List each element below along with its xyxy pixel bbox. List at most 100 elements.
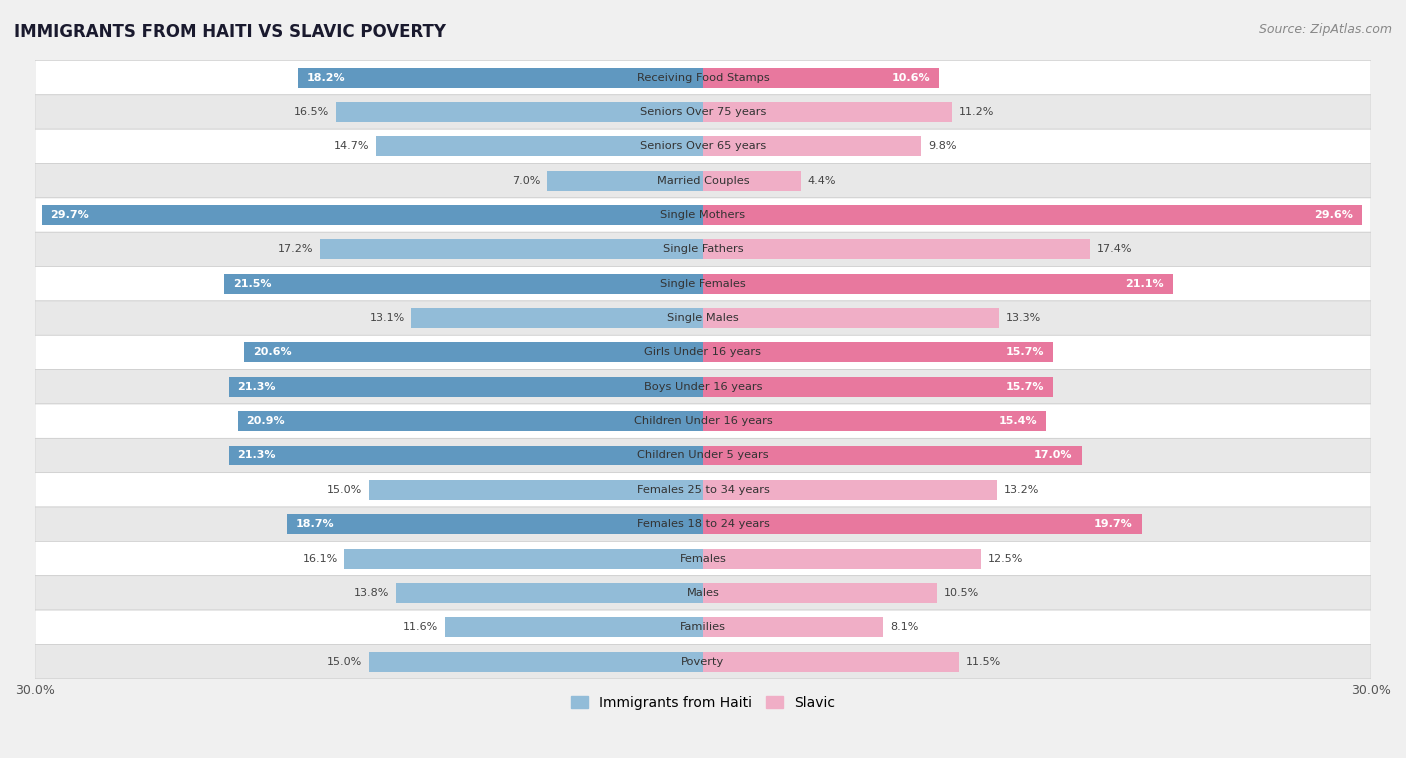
FancyBboxPatch shape bbox=[35, 644, 1371, 678]
Text: 13.3%: 13.3% bbox=[1005, 313, 1040, 323]
Text: Poverty: Poverty bbox=[682, 656, 724, 666]
Text: 13.1%: 13.1% bbox=[370, 313, 405, 323]
Text: 20.6%: 20.6% bbox=[253, 347, 292, 358]
Bar bbox=[245, 343, 703, 362]
Text: Single Mothers: Single Mothers bbox=[661, 210, 745, 220]
Text: 10.6%: 10.6% bbox=[891, 73, 931, 83]
Text: 29.6%: 29.6% bbox=[1315, 210, 1353, 220]
Text: Single Females: Single Females bbox=[661, 279, 745, 289]
Text: Females 18 to 24 years: Females 18 to 24 years bbox=[637, 519, 769, 529]
Bar bbox=[703, 67, 939, 88]
Legend: Immigrants from Haiti, Slavic: Immigrants from Haiti, Slavic bbox=[565, 690, 841, 715]
Bar bbox=[703, 205, 1362, 225]
Text: 13.2%: 13.2% bbox=[1004, 485, 1039, 495]
Text: 12.5%: 12.5% bbox=[988, 553, 1024, 563]
Text: Children Under 5 years: Children Under 5 years bbox=[637, 450, 769, 461]
Bar bbox=[375, 136, 703, 156]
FancyBboxPatch shape bbox=[35, 438, 1371, 473]
Text: 16.1%: 16.1% bbox=[302, 553, 337, 563]
FancyBboxPatch shape bbox=[35, 473, 1371, 507]
Bar bbox=[703, 583, 936, 603]
Text: 10.5%: 10.5% bbox=[943, 588, 979, 598]
Bar bbox=[703, 652, 959, 672]
FancyBboxPatch shape bbox=[35, 370, 1371, 404]
Text: 21.3%: 21.3% bbox=[238, 450, 276, 461]
Text: 21.5%: 21.5% bbox=[233, 279, 271, 289]
Bar bbox=[344, 549, 703, 568]
Text: 11.5%: 11.5% bbox=[966, 656, 1001, 666]
Bar bbox=[444, 617, 703, 637]
Bar bbox=[703, 309, 1000, 328]
Text: 19.7%: 19.7% bbox=[1094, 519, 1133, 529]
FancyBboxPatch shape bbox=[35, 576, 1371, 610]
Text: 4.4%: 4.4% bbox=[807, 176, 837, 186]
Text: 13.8%: 13.8% bbox=[354, 588, 389, 598]
Bar bbox=[42, 205, 703, 225]
Text: Seniors Over 65 years: Seniors Over 65 years bbox=[640, 141, 766, 152]
Text: 29.7%: 29.7% bbox=[51, 210, 89, 220]
Bar bbox=[238, 411, 703, 431]
Text: 11.2%: 11.2% bbox=[959, 107, 994, 117]
FancyBboxPatch shape bbox=[35, 164, 1371, 198]
FancyBboxPatch shape bbox=[35, 541, 1371, 576]
Bar bbox=[703, 549, 981, 568]
Text: 17.2%: 17.2% bbox=[278, 244, 314, 255]
Text: Girls Under 16 years: Girls Under 16 years bbox=[644, 347, 762, 358]
Text: Children Under 16 years: Children Under 16 years bbox=[634, 416, 772, 426]
Bar bbox=[703, 343, 1053, 362]
Bar bbox=[229, 377, 703, 396]
Text: 18.2%: 18.2% bbox=[307, 73, 346, 83]
Bar bbox=[412, 309, 703, 328]
Text: Boys Under 16 years: Boys Under 16 years bbox=[644, 382, 762, 392]
Text: 14.7%: 14.7% bbox=[333, 141, 368, 152]
Text: 17.0%: 17.0% bbox=[1035, 450, 1073, 461]
Text: 8.1%: 8.1% bbox=[890, 622, 918, 632]
Bar bbox=[703, 446, 1081, 465]
Bar bbox=[287, 514, 703, 534]
Text: 18.7%: 18.7% bbox=[295, 519, 335, 529]
FancyBboxPatch shape bbox=[35, 61, 1371, 95]
Bar bbox=[298, 67, 703, 88]
Bar bbox=[336, 102, 703, 122]
Text: 15.4%: 15.4% bbox=[998, 416, 1038, 426]
Text: Males: Males bbox=[686, 588, 720, 598]
Text: Single Fathers: Single Fathers bbox=[662, 244, 744, 255]
FancyBboxPatch shape bbox=[35, 335, 1371, 370]
Text: 15.7%: 15.7% bbox=[1005, 382, 1043, 392]
Bar bbox=[395, 583, 703, 603]
FancyBboxPatch shape bbox=[35, 267, 1371, 301]
Text: Receiving Food Stamps: Receiving Food Stamps bbox=[637, 73, 769, 83]
Text: 21.1%: 21.1% bbox=[1125, 279, 1164, 289]
FancyBboxPatch shape bbox=[35, 301, 1371, 335]
Text: Source: ZipAtlas.com: Source: ZipAtlas.com bbox=[1258, 23, 1392, 36]
Bar bbox=[703, 617, 883, 637]
FancyBboxPatch shape bbox=[35, 232, 1371, 267]
FancyBboxPatch shape bbox=[35, 507, 1371, 541]
Bar bbox=[703, 136, 921, 156]
Bar bbox=[321, 240, 703, 259]
Text: Females: Females bbox=[679, 553, 727, 563]
Bar bbox=[368, 652, 703, 672]
Text: 15.0%: 15.0% bbox=[328, 485, 363, 495]
Bar bbox=[224, 274, 703, 293]
Bar bbox=[703, 274, 1173, 293]
FancyBboxPatch shape bbox=[35, 610, 1371, 644]
Bar bbox=[703, 411, 1046, 431]
FancyBboxPatch shape bbox=[35, 95, 1371, 129]
Text: Married Couples: Married Couples bbox=[657, 176, 749, 186]
Text: 15.7%: 15.7% bbox=[1005, 347, 1043, 358]
Bar bbox=[703, 171, 801, 191]
Bar bbox=[703, 240, 1091, 259]
Text: 17.4%: 17.4% bbox=[1097, 244, 1133, 255]
Bar bbox=[703, 102, 952, 122]
Text: 7.0%: 7.0% bbox=[512, 176, 540, 186]
Bar bbox=[547, 171, 703, 191]
Bar bbox=[703, 480, 997, 500]
Bar bbox=[703, 377, 1053, 396]
Text: Families: Families bbox=[681, 622, 725, 632]
Text: 20.9%: 20.9% bbox=[246, 416, 285, 426]
Bar bbox=[368, 480, 703, 500]
FancyBboxPatch shape bbox=[35, 129, 1371, 164]
Text: 16.5%: 16.5% bbox=[294, 107, 329, 117]
FancyBboxPatch shape bbox=[35, 404, 1371, 438]
